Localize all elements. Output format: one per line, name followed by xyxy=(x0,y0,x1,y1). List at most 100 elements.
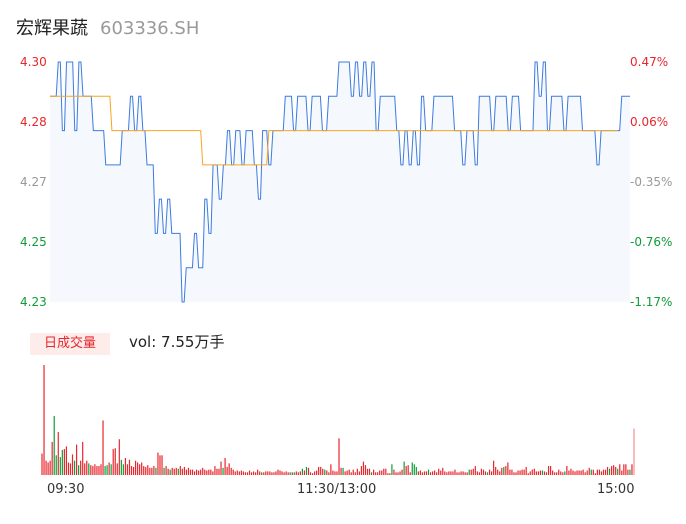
volume-bar xyxy=(446,472,448,475)
volume-bar xyxy=(134,460,137,475)
volume-bar xyxy=(80,460,82,475)
volume-bar xyxy=(547,466,550,475)
price-tick-label: 4.23 xyxy=(20,295,47,309)
volume-bar xyxy=(187,467,190,475)
volume-bar xyxy=(255,472,257,475)
volume-bar xyxy=(307,467,310,475)
volume-bar xyxy=(399,471,401,475)
volume-bar xyxy=(527,473,529,475)
volume-bar xyxy=(403,461,405,475)
volume-bar xyxy=(238,471,240,475)
volume-bar xyxy=(311,473,314,475)
volume-bar xyxy=(202,467,204,475)
volume-bar xyxy=(545,472,548,475)
volume-bar xyxy=(267,471,269,475)
volume-bar xyxy=(265,471,267,475)
volume-bar xyxy=(198,470,200,475)
volume-bar xyxy=(554,472,556,475)
volume-bar xyxy=(429,472,432,475)
volume-bar xyxy=(242,471,244,475)
volume-bar xyxy=(269,471,271,475)
stock-title: 宏辉果蔬 603336.SH xyxy=(16,14,199,40)
price-tick-label: 4.28 xyxy=(20,115,47,129)
volume-bar xyxy=(206,470,208,475)
volume-bar xyxy=(549,466,552,475)
volume-bar xyxy=(564,471,566,475)
volume-bar xyxy=(289,472,291,475)
volume-bar xyxy=(234,471,236,475)
volume-bar xyxy=(488,469,491,475)
volume-bar xyxy=(326,470,328,475)
volume-bar xyxy=(112,449,114,475)
volume-bar xyxy=(130,466,133,475)
volume-bar xyxy=(275,471,277,475)
volume-bar xyxy=(381,470,383,475)
volume-bar xyxy=(631,464,633,475)
volume-bar xyxy=(387,473,389,475)
volume-bar xyxy=(100,464,102,475)
volume-bar xyxy=(395,472,397,475)
volume-bar xyxy=(368,468,371,475)
volume-bar xyxy=(252,471,255,475)
volume-bar xyxy=(480,468,483,475)
volume-bar xyxy=(283,472,285,475)
volume-bar xyxy=(454,469,456,475)
volume-bar xyxy=(318,466,320,475)
volume-bar xyxy=(425,471,428,475)
volume-bar xyxy=(94,464,96,475)
volume-bar xyxy=(623,464,625,475)
volume-bar xyxy=(452,471,454,475)
volume-bar xyxy=(232,469,234,475)
volume-bar xyxy=(181,468,183,475)
volume-bar xyxy=(501,467,503,475)
volume-bar xyxy=(108,462,110,475)
price-tick-label: 4.25 xyxy=(20,235,47,249)
volume-bar xyxy=(141,462,143,475)
volume-bar xyxy=(126,464,129,475)
pct-tick-label: -0.76% xyxy=(630,235,673,249)
volume-bar xyxy=(320,466,322,475)
volume-bar xyxy=(478,472,480,475)
volume-bar xyxy=(486,472,489,475)
volume-bar xyxy=(226,466,228,475)
volume-bar xyxy=(309,472,312,475)
volume-bar xyxy=(96,466,98,475)
volume-bar xyxy=(397,472,399,475)
volume-bar xyxy=(69,463,72,475)
volume-bar xyxy=(334,471,336,475)
volume-bar xyxy=(55,455,57,475)
volume-bar xyxy=(366,468,369,475)
volume-bar xyxy=(271,472,273,475)
volume-bar xyxy=(405,466,407,475)
volume-bar xyxy=(600,471,603,475)
volume-bar xyxy=(495,466,497,475)
volume-bar xyxy=(161,455,163,475)
volume-bar xyxy=(92,466,94,475)
volume-bar xyxy=(507,462,509,475)
volume-bar xyxy=(49,460,51,475)
volume-bar xyxy=(432,471,434,475)
volume-bar xyxy=(191,469,194,475)
volume-bar xyxy=(86,460,88,475)
volume-bar xyxy=(562,472,564,475)
volume-bar xyxy=(114,448,116,475)
volume-bar xyxy=(336,471,338,475)
volume-bar xyxy=(350,472,352,475)
average-line xyxy=(50,95,618,166)
volume-bar xyxy=(629,469,631,475)
time-tick-label: 11:30/13:00 xyxy=(297,482,377,497)
volume-bar xyxy=(525,466,527,475)
volume-bar xyxy=(120,459,122,475)
price-tick-label: 4.30 xyxy=(20,55,47,69)
volume-bar xyxy=(566,466,568,475)
volume-bar xyxy=(196,469,198,475)
volume-bar xyxy=(580,470,582,475)
volume-bar xyxy=(98,466,100,475)
volume-bar xyxy=(615,466,617,475)
volume-bar xyxy=(208,469,210,475)
volume-bar xyxy=(586,470,588,475)
volume-bar xyxy=(102,420,104,475)
volume-bar xyxy=(490,471,493,475)
volume-bar xyxy=(224,458,226,475)
volume-bar xyxy=(493,460,495,475)
